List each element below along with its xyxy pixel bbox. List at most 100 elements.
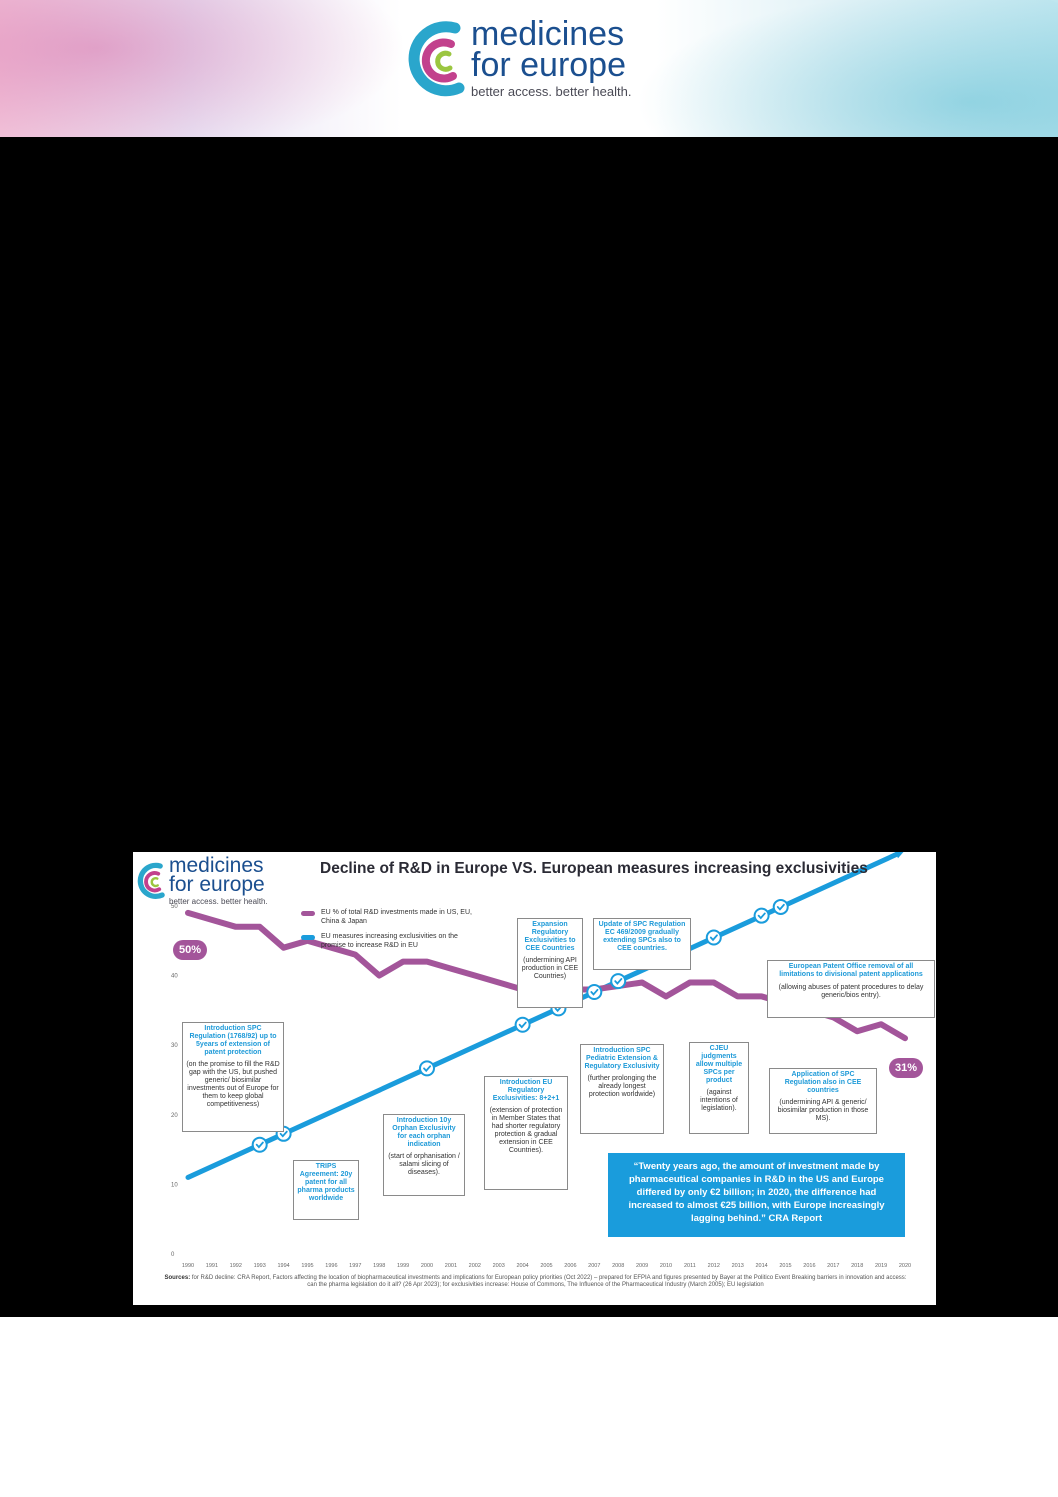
- annotation-body: (against intentions of legislation).: [700, 1089, 738, 1112]
- x-tick-label: 1990: [182, 1263, 194, 1269]
- chart-legend: EU % of total R&D investments made in US…: [301, 908, 481, 950]
- annotation-title: Introduction EU Regulatory Exclusivities…: [492, 1079, 560, 1102]
- check-icon: [590, 988, 599, 996]
- header-banner: medicines for europe better access. bett…: [0, 0, 1058, 137]
- annotation-title: CJEU judgments allow multiple SPCs per p…: [695, 1045, 743, 1084]
- chart-card: 0 10 20 30 40 50 1990 1991 1992 1993 1994 1995 1996 1…: [133, 852, 936, 1305]
- x-tick-label: 2003: [493, 1263, 505, 1269]
- annotation-body: (on the promise to fill the R&D gap with…: [186, 1061, 280, 1108]
- x-tick-label: 1996: [325, 1263, 337, 1269]
- measure-marker: [772, 898, 789, 915]
- x-tick-label: 1995: [301, 1263, 313, 1269]
- y-tick-label: 20: [171, 1113, 178, 1119]
- x-tick-label: 1991: [206, 1263, 218, 1269]
- check-icon: [614, 978, 623, 985]
- annotation-spc-update: Update of SPC Regulation EC 469/2009 gra…: [593, 918, 691, 970]
- x-tick-label: 2011: [684, 1263, 696, 1269]
- x-tick-label: 2008: [612, 1263, 624, 1269]
- x-tick-label: 1998: [373, 1263, 385, 1269]
- annotation-title: Introduction SPC Pediatric Extension & R…: [584, 1047, 660, 1070]
- annotation-title: Introduction 10y Orphan Exclusivity for …: [392, 1117, 456, 1148]
- x-tick-label: 2015: [779, 1263, 791, 1269]
- chart-sources: Sources: for R&D decline: CRA Report, Fa…: [163, 1275, 908, 1289]
- legend-item-measures: EU measures increasing exclusivities on …: [301, 932, 481, 950]
- x-tick-label: 1992: [230, 1263, 242, 1269]
- x-tick-label: 2007: [588, 1263, 600, 1269]
- x-tick-label: 2005: [540, 1263, 552, 1269]
- annotation-body: (undermining API production in CEE Count…: [521, 957, 579, 980]
- x-tick-label: 2010: [660, 1263, 672, 1269]
- x-tick-label: 2009: [636, 1263, 648, 1269]
- annotation-spc-regulation: Introduction SPC Regulation (1768/92) up…: [182, 1022, 284, 1132]
- chart-logo: medicines for europe better access. bett…: [135, 854, 268, 906]
- annotation-title: Application of SPC Regulation also in CE…: [784, 1071, 862, 1094]
- header-logo: medicines for europe better access. bett…: [403, 14, 632, 100]
- measures-line-arrowhead: [895, 852, 904, 859]
- x-tick-label: 2012: [708, 1263, 720, 1269]
- x-tick-label: 2019: [875, 1263, 887, 1269]
- y-tick-label: 40: [171, 974, 178, 980]
- chart-logo-text-line2: for europe: [169, 873, 265, 897]
- legend-label-rd: EU % of total R&D investments made in US…: [321, 909, 472, 925]
- x-tick-label: 2004: [516, 1263, 528, 1269]
- x-tick-label: 2018: [851, 1263, 863, 1269]
- y-tick-label: 50: [171, 904, 178, 910]
- logo-tagline: better access. better health.: [471, 84, 632, 100]
- annotation-epo: European Patent Office removal of all li…: [767, 960, 935, 1018]
- x-tick-label: 2020: [899, 1263, 911, 1269]
- legend-swatch-purple: [301, 911, 315, 916]
- logo-text-line2: for europe: [471, 46, 626, 84]
- logo-mark-icon: [408, 21, 465, 97]
- check-icon: [709, 934, 718, 942]
- measure-marker: [610, 973, 627, 990]
- check-icon: [757, 912, 766, 920]
- chart-logo-tagline: better access. better health.: [169, 896, 268, 906]
- measure-marker: [251, 1136, 268, 1153]
- sources-label: Sources:: [164, 1275, 191, 1281]
- x-tick-label: 1999: [397, 1263, 409, 1269]
- annotation-expansion-cee: Expansion Regulatory Exclusivities to CE…: [517, 918, 583, 1008]
- annotation-body: (allowing abuses of patent procedures to…: [778, 984, 924, 999]
- annotation-orphan: Introduction 10y Orphan Exclusivity for …: [383, 1114, 465, 1196]
- measure-marker: [705, 929, 722, 946]
- cra-quote-box: “Twenty years ago, the amount of investm…: [608, 1153, 905, 1237]
- check-icon: [776, 903, 785, 911]
- start-value-badge: 50%: [173, 940, 207, 960]
- measure-marker: [419, 1060, 435, 1077]
- x-tick-label: 2017: [827, 1263, 839, 1269]
- legend-item-rd: EU % of total R&D investments made in US…: [301, 908, 481, 926]
- end-value-badge: 31%: [889, 1058, 923, 1078]
- annotation-spc-cee: Application of SPC Regulation also in CE…: [769, 1068, 877, 1134]
- annotation-body: (undermining API & generic/ biosimilar p…: [777, 1099, 869, 1122]
- measure-marker: [753, 907, 770, 924]
- x-tick-label: 2002: [469, 1263, 481, 1269]
- x-tick-label: 1993: [254, 1263, 266, 1269]
- decorative-swirl: [0, 0, 460, 137]
- logo-text-line1: medicines: [471, 14, 625, 53]
- annotation-cjeu: CJEU judgments allow multiple SPCs per p…: [689, 1042, 749, 1134]
- check-icon: [518, 1021, 527, 1029]
- annotation-body: (further prolonging the already longest …: [587, 1075, 657, 1098]
- logo-mark-icon: [137, 862, 165, 899]
- annotation-pediatric: Introduction SPC Pediatric Extension & R…: [580, 1044, 664, 1134]
- annotation-title: Update of SPC Regulation EC 469/2009 gra…: [598, 921, 686, 952]
- annotation-body: (start of orphanisation / salami slicing…: [388, 1153, 460, 1176]
- x-tick-label: 2014: [755, 1263, 767, 1269]
- check-icon: [423, 1065, 432, 1073]
- x-tick-label: 2001: [445, 1263, 457, 1269]
- x-tick-label: 1994: [277, 1263, 289, 1269]
- annotation-eu-regulatory: Introduction EU Regulatory Exclusivities…: [484, 1076, 568, 1190]
- x-tick-label: 2000: [421, 1263, 433, 1269]
- check-icon: [255, 1141, 264, 1149]
- measure-marker: [586, 984, 603, 1001]
- annotation-title: Introduction SPC Regulation (1768/92) up…: [189, 1025, 277, 1056]
- chart-title: Decline of R&D in Europe VS. European me…: [320, 860, 868, 877]
- measure-marker: [514, 1016, 531, 1033]
- x-tick-label: 2006: [564, 1263, 576, 1269]
- x-tick-label: 2016: [803, 1263, 815, 1269]
- y-tick-label: 30: [171, 1043, 178, 1049]
- check-icon: [279, 1130, 288, 1138]
- chart-logo-text-line1: medicines: [169, 854, 264, 877]
- sources-text: for R&D decline: CRA Report, Factors aff…: [191, 1275, 907, 1288]
- legend-swatch-blue: [301, 935, 315, 940]
